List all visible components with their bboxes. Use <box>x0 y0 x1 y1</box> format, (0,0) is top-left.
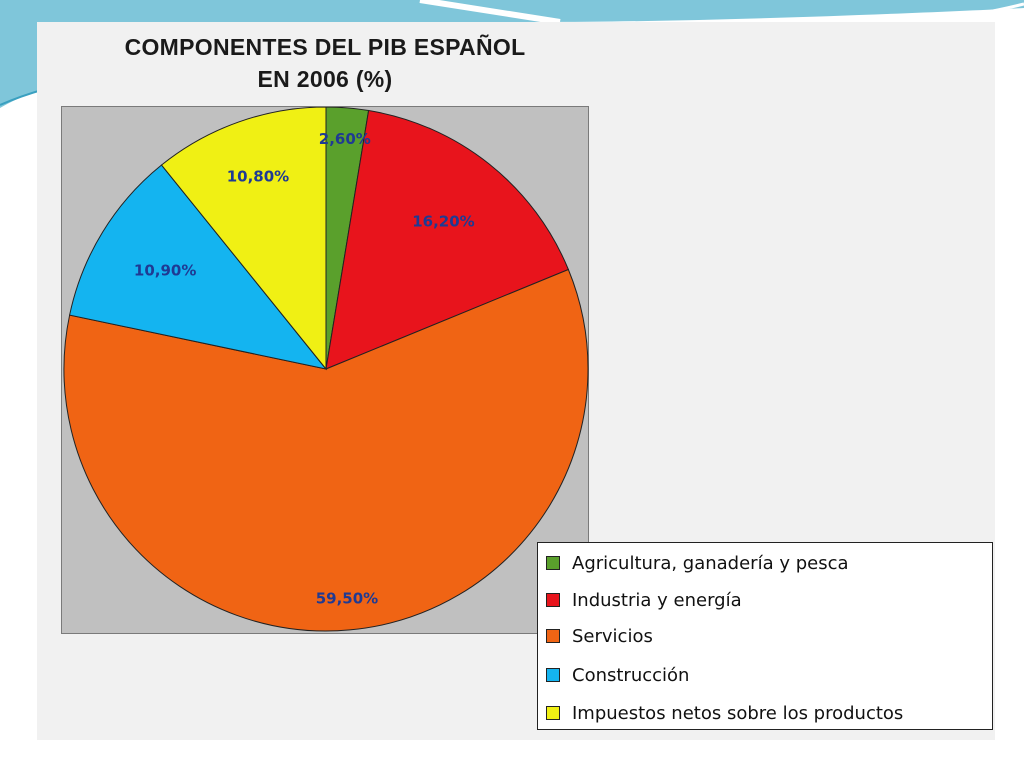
legend-item-0: Agricultura, ganadería y pesca <box>546 551 849 575</box>
data-label-2: 59,50% <box>316 590 378 608</box>
chart-slide: COMPONENTES DEL PIB ESPAÑOL EN 2006 (%) … <box>37 22 995 740</box>
data-label-1: 16,20% <box>412 212 474 230</box>
chart-subtitle: EN 2006 (%) <box>257 66 393 92</box>
legend-swatch-0 <box>546 556 560 570</box>
legend-item-2: Servicios <box>546 624 653 648</box>
legend-item-3: Construcción <box>546 663 689 687</box>
legend-item-4: Impuestos netos sobre los productos <box>546 701 903 725</box>
pie-slice-1 <box>325 109 570 370</box>
data-label-0: 2,60% <box>319 130 371 148</box>
legend-label-0: Agricultura, ganadería y pesca <box>572 552 849 574</box>
legend-swatch-3 <box>546 668 560 682</box>
pie-chart: 2,60% 16,20% 59,50% 10,90% 10,80% <box>63 107 589 632</box>
pie-slice-3 <box>69 164 328 370</box>
pie-slice-4 <box>160 107 327 371</box>
legend-swatch-4 <box>546 706 560 720</box>
slide-decoration-swoosh <box>0 0 1024 108</box>
chart-legend: Agricultura, ganadería y pesca Industria … <box>537 542 993 730</box>
legend-item-1: Industria y energía <box>546 588 742 612</box>
pie-slice-2 <box>63 268 589 632</box>
legend-swatch-2 <box>546 629 560 643</box>
legend-label-4: Impuestos netos sobre los productos <box>572 702 904 724</box>
chart-title: COMPONENTES DEL PIB ESPAÑOL <box>124 34 526 60</box>
legend-label-2: Servicios <box>572 625 653 647</box>
legend-label-3: Construcción <box>572 664 690 686</box>
plot-area: 2,60% 16,20% 59,50% 10,90% 10,80% <box>61 106 589 634</box>
legend-swatch-1 <box>546 593 560 607</box>
data-label-3: 10,90% <box>134 261 196 279</box>
legend-label-1: Industria y energía <box>572 589 742 611</box>
data-label-4: 10,80% <box>227 167 289 185</box>
